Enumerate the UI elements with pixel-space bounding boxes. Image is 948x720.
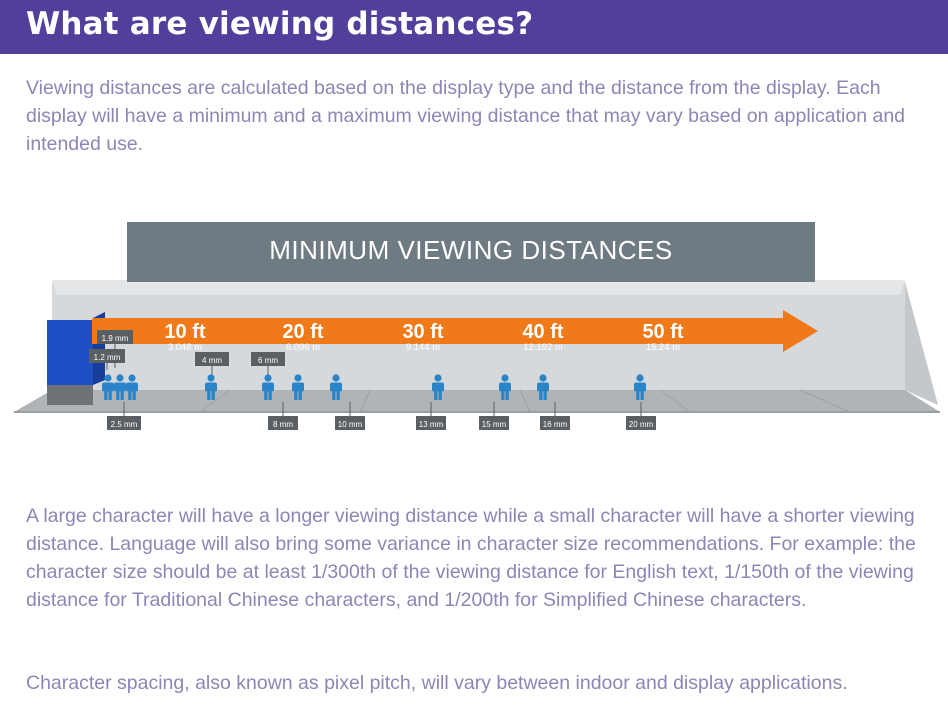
pitch-tag-lower: 2.5 mm <box>107 402 141 430</box>
pitch-label-lower: 2.5 mm <box>111 420 138 429</box>
distance-ft-label: 50 ft <box>642 321 683 343</box>
pitch-tag-lower: 15 mm <box>479 402 509 430</box>
room-top-edge <box>52 280 905 295</box>
person-icon <box>114 374 126 400</box>
pixel-pitch-paragraph: Character spacing, also known as pixel p… <box>26 672 848 694</box>
viewer-figures <box>102 374 646 400</box>
header-bar: What are viewing distances? <box>0 0 948 54</box>
pitch-tags-lower: 2.5 mm 8 mm 10 mm 13 mm 15 mm 16 mm 20 mm <box>107 402 656 430</box>
pitch-tag-lower: 10 mm <box>335 402 365 430</box>
pitch-tag-upper: 1.2 mm <box>89 349 125 370</box>
person-icon <box>126 374 138 400</box>
pitch-tag-lower: 16 mm <box>540 402 570 430</box>
distance-m-label: 9.144 m <box>406 342 440 353</box>
distance-ft-label: 20 ft <box>282 321 323 343</box>
pitch-label-lower: 15 mm <box>482 420 507 429</box>
pitch-label-lower: 8 mm <box>273 420 293 429</box>
page-title: What are viewing distances? <box>26 6 534 42</box>
pitch-label-upper: 4 mm <box>202 356 222 365</box>
distance-arrow <box>92 310 818 352</box>
room-floor <box>14 390 940 412</box>
person-icon <box>292 374 304 400</box>
person-icon <box>330 374 342 400</box>
person-icon <box>102 374 114 400</box>
pitch-label-upper: 6 mm <box>258 356 278 365</box>
pitch-tag-upper: 4 mm <box>195 352 229 375</box>
distance-m-label: 12.192 m <box>523 342 563 353</box>
person-icon <box>432 374 444 400</box>
banner-text: MINIMUM VIEWING DISTANCES <box>269 235 672 265</box>
pitch-tag-lower: 8 mm <box>268 402 298 430</box>
display-screen <box>47 320 93 385</box>
display-base <box>47 385 93 405</box>
person-icon <box>499 374 511 400</box>
distance-ft-label: 40 ft <box>522 321 563 343</box>
person-icon <box>205 374 217 400</box>
pitch-label-lower: 10 mm <box>338 420 363 429</box>
person-icon <box>634 374 646 400</box>
distance-m-label: 3.048 m <box>168 342 202 353</box>
pitch-label-lower: 16 mm <box>543 420 568 429</box>
distance-m-label: 6.096 m <box>286 342 320 353</box>
viewing-distance-diagram: MINIMUM VIEWING DISTANCES 10 ft 3.048 m 20… <box>0 200 948 450</box>
person-icon <box>262 374 274 400</box>
distance-ft-label: 10 ft <box>164 321 205 343</box>
character-size-paragraph: A large character will have a longer vie… <box>26 505 916 611</box>
intro-paragraph: Viewing distances are calculated based o… <box>26 77 906 155</box>
pitch-label-lower: 20 mm <box>629 420 654 429</box>
pitch-label-lower: 13 mm <box>419 420 444 429</box>
pitch-tag-upper: 6 mm <box>251 352 285 375</box>
room-right-wall <box>905 282 938 405</box>
distance-labels: 10 ft3.048 m 20 ft6.096 m 30 ft9.144 m 40 f… <box>164 321 683 353</box>
banner-box <box>127 222 815 282</box>
distance-ft-label: 30 ft <box>402 321 443 343</box>
pitch-tag-lower: 20 mm <box>626 402 656 430</box>
distance-m-label: 15.24 m <box>646 342 680 353</box>
person-icon <box>537 374 549 400</box>
pitch-tag-lower: 13 mm <box>416 402 446 430</box>
pitch-label-upper: 1.9 mm <box>102 334 129 343</box>
pitch-label-upper: 1.2 mm <box>94 353 121 362</box>
